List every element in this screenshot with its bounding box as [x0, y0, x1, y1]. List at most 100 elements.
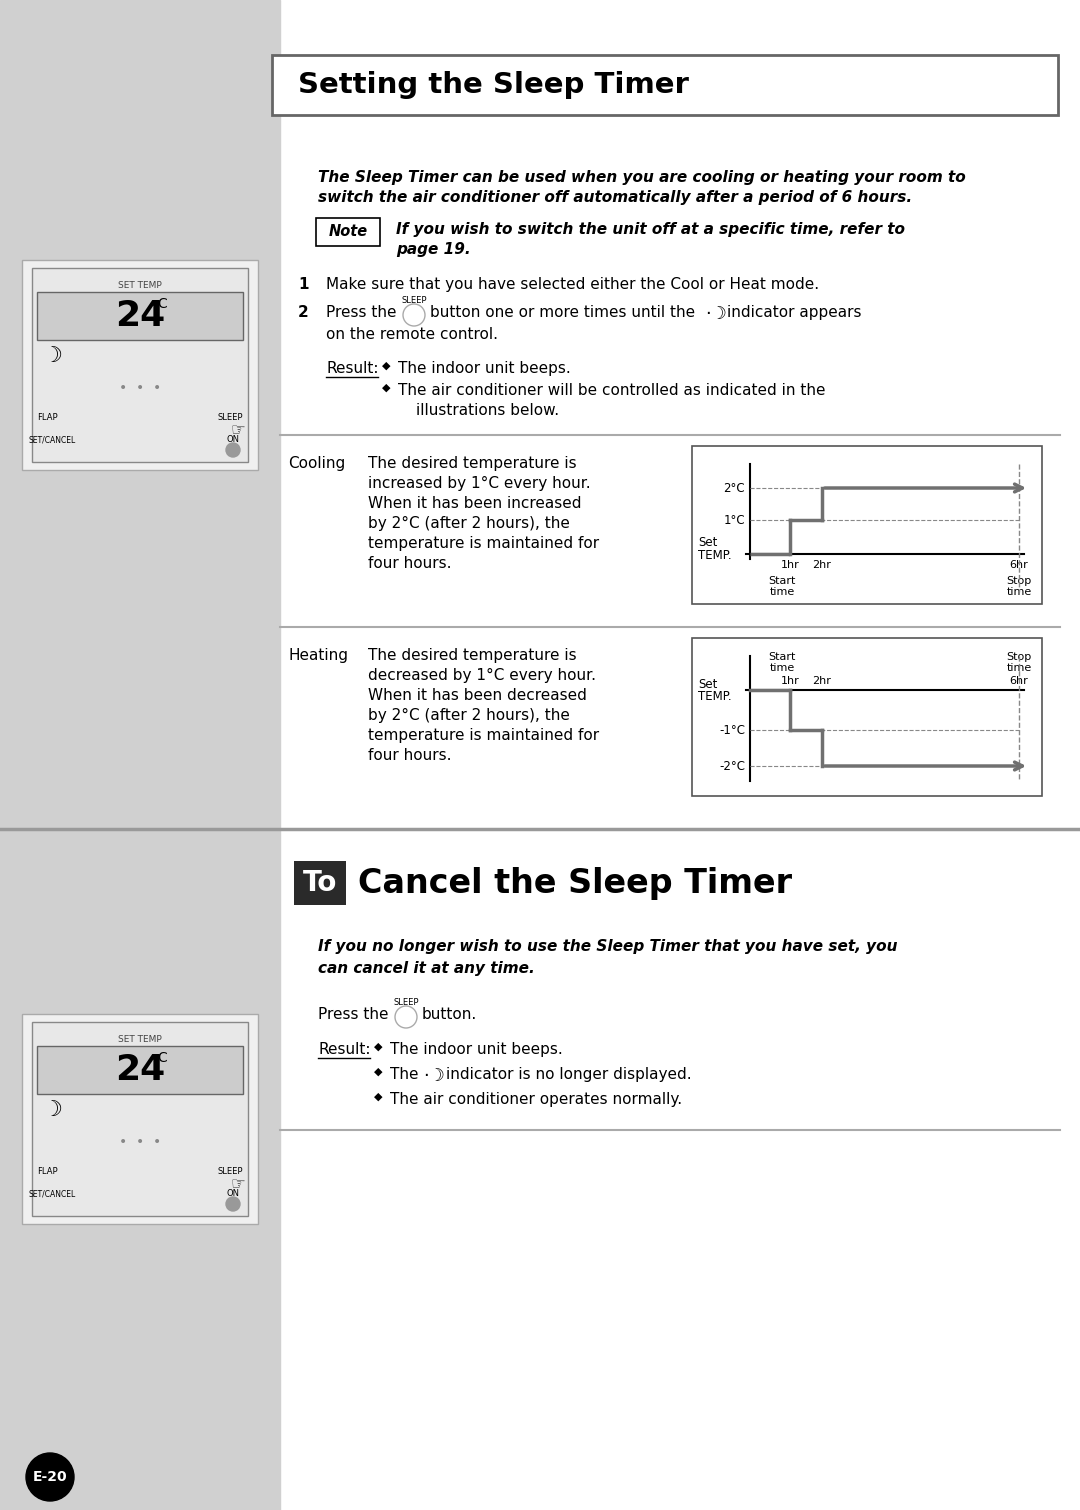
Text: by 2°C (after 2 hours), the: by 2°C (after 2 hours), the	[368, 708, 570, 723]
Text: time: time	[769, 663, 795, 673]
Text: The desired temperature is: The desired temperature is	[368, 648, 577, 663]
Text: Set: Set	[698, 536, 717, 550]
Circle shape	[226, 442, 240, 458]
Bar	[32, 267, 248, 462]
Text: SET TEMP: SET TEMP	[118, 281, 162, 290]
Bar	[294, 861, 346, 904]
Text: C: C	[157, 1051, 167, 1065]
Text: ☞: ☞	[230, 421, 245, 439]
Text: increased by 1°C every hour.: increased by 1°C every hour.	[368, 476, 591, 491]
Text: The indoor unit beeps.: The indoor unit beeps.	[390, 1042, 563, 1057]
Text: -2°C: -2°C	[719, 760, 745, 773]
Text: SET TEMP: SET TEMP	[118, 1036, 162, 1045]
Text: Cancel the Sleep Timer: Cancel the Sleep Timer	[357, 867, 792, 900]
Text: 1: 1	[298, 276, 309, 291]
Text: If you wish to switch the unit off at a specific time, refer to: If you wish to switch the unit off at a …	[396, 222, 905, 237]
Text: ·☽: ·☽	[705, 305, 727, 323]
Text: TEMP.: TEMP.	[698, 550, 731, 562]
Text: The Sleep Timer can be used when you are cooling or heating your room to: The Sleep Timer can be used when you are…	[318, 171, 966, 186]
Text: To: To	[302, 868, 337, 897]
Text: ◆: ◆	[382, 384, 391, 393]
Text: Result:: Result:	[318, 1042, 370, 1057]
Text: decreased by 1°C every hour.: decreased by 1°C every hour.	[368, 667, 596, 683]
Text: four hours.: four hours.	[368, 747, 451, 763]
Text: 1°C: 1°C	[724, 513, 745, 527]
Bar	[272, 54, 1058, 115]
Text: FLAP: FLAP	[37, 412, 57, 421]
Text: 6hr: 6hr	[1010, 676, 1028, 686]
Text: indicator is no longer displayed.: indicator is no longer displayed.	[446, 1068, 691, 1083]
Bar	[0, 0, 280, 1510]
Circle shape	[403, 304, 426, 326]
Text: The air conditioner operates normally.: The air conditioner operates normally.	[390, 1092, 683, 1107]
Bar	[22, 260, 258, 470]
Text: ON: ON	[227, 435, 240, 444]
Text: 24: 24	[114, 299, 165, 334]
Text: 6hr: 6hr	[1010, 560, 1028, 569]
Text: Cooling: Cooling	[288, 456, 346, 471]
Text: Start: Start	[768, 652, 796, 661]
Text: 2hr: 2hr	[812, 560, 832, 569]
Text: temperature is maintained for: temperature is maintained for	[368, 536, 599, 551]
Text: ON: ON	[227, 1190, 240, 1199]
Text: ·☽: ·☽	[423, 1068, 445, 1086]
Text: If you no longer wish to use the Sleep Timer that you have set, you: If you no longer wish to use the Sleep T…	[318, 939, 897, 954]
Text: The air conditioner will be controlled as indicated in the: The air conditioner will be controlled a…	[399, 384, 825, 399]
Text: Note: Note	[328, 225, 367, 240]
Text: Set: Set	[698, 678, 717, 692]
Text: four hours.: four hours.	[368, 556, 451, 571]
Text: time: time	[1007, 663, 1031, 673]
Text: C: C	[157, 297, 167, 311]
Text: Heating: Heating	[288, 648, 348, 663]
Bar	[22, 1015, 258, 1225]
Text: Setting the Sleep Timer: Setting the Sleep Timer	[298, 71, 689, 100]
Text: When it has been decreased: When it has been decreased	[368, 689, 586, 704]
Text: ◆: ◆	[374, 1092, 382, 1102]
Text: illustrations below.: illustrations below.	[416, 403, 559, 418]
Text: ◆: ◆	[382, 361, 391, 371]
FancyBboxPatch shape	[316, 217, 380, 246]
Text: on the remote control.: on the remote control.	[326, 328, 498, 341]
Text: SLEEP: SLEEP	[393, 998, 419, 1007]
Text: ◆: ◆	[374, 1042, 382, 1052]
Text: 24: 24	[114, 1052, 165, 1087]
Text: switch the air conditioner off automatically after a period of 6 hours.: switch the air conditioner off automatic…	[318, 190, 913, 205]
Text: 2: 2	[298, 305, 309, 320]
Text: Press the: Press the	[326, 305, 396, 320]
Text: SET/CANCEL: SET/CANCEL	[28, 1190, 76, 1199]
Text: ◆: ◆	[374, 1068, 382, 1077]
Text: button.: button.	[422, 1007, 477, 1022]
Text: The desired temperature is: The desired temperature is	[368, 456, 577, 471]
Text: button one or more times until the: button one or more times until the	[430, 305, 696, 320]
Circle shape	[226, 1197, 240, 1211]
Text: temperature is maintained for: temperature is maintained for	[368, 728, 599, 743]
Text: SLEEP: SLEEP	[217, 1167, 243, 1175]
Bar	[37, 291, 243, 340]
Bar	[692, 445, 1042, 604]
Text: SET/CANCEL: SET/CANCEL	[28, 435, 76, 444]
Text: Stop: Stop	[1007, 652, 1031, 661]
Text: Make sure that you have selected either the Cool or Heat mode.: Make sure that you have selected either …	[326, 276, 819, 291]
Bar	[32, 1022, 248, 1216]
Text: TEMP.: TEMP.	[698, 690, 731, 704]
Text: by 2°C (after 2 hours), the: by 2°C (after 2 hours), the	[368, 516, 570, 532]
Circle shape	[395, 1006, 417, 1028]
Text: 1hr: 1hr	[781, 676, 799, 686]
Text: FLAP: FLAP	[37, 1167, 57, 1175]
Bar	[37, 1046, 243, 1095]
Text: SLEEP: SLEEP	[402, 296, 427, 305]
Text: ☽: ☽	[42, 1099, 62, 1120]
Text: 2°C: 2°C	[724, 482, 745, 494]
Circle shape	[26, 1453, 75, 1501]
Text: page 19.: page 19.	[396, 242, 471, 257]
Text: •  •  •: • • •	[119, 1136, 161, 1149]
Text: 2hr: 2hr	[812, 676, 832, 686]
Text: Stop: Stop	[1007, 575, 1031, 586]
Text: indicator appears: indicator appears	[727, 305, 862, 320]
Text: Start: Start	[768, 575, 796, 586]
Text: E-20: E-20	[32, 1471, 67, 1484]
Text: ☞: ☞	[230, 1175, 245, 1193]
Bar	[692, 639, 1042, 796]
Text: time: time	[1007, 587, 1031, 596]
Text: -1°C: -1°C	[719, 723, 745, 737]
